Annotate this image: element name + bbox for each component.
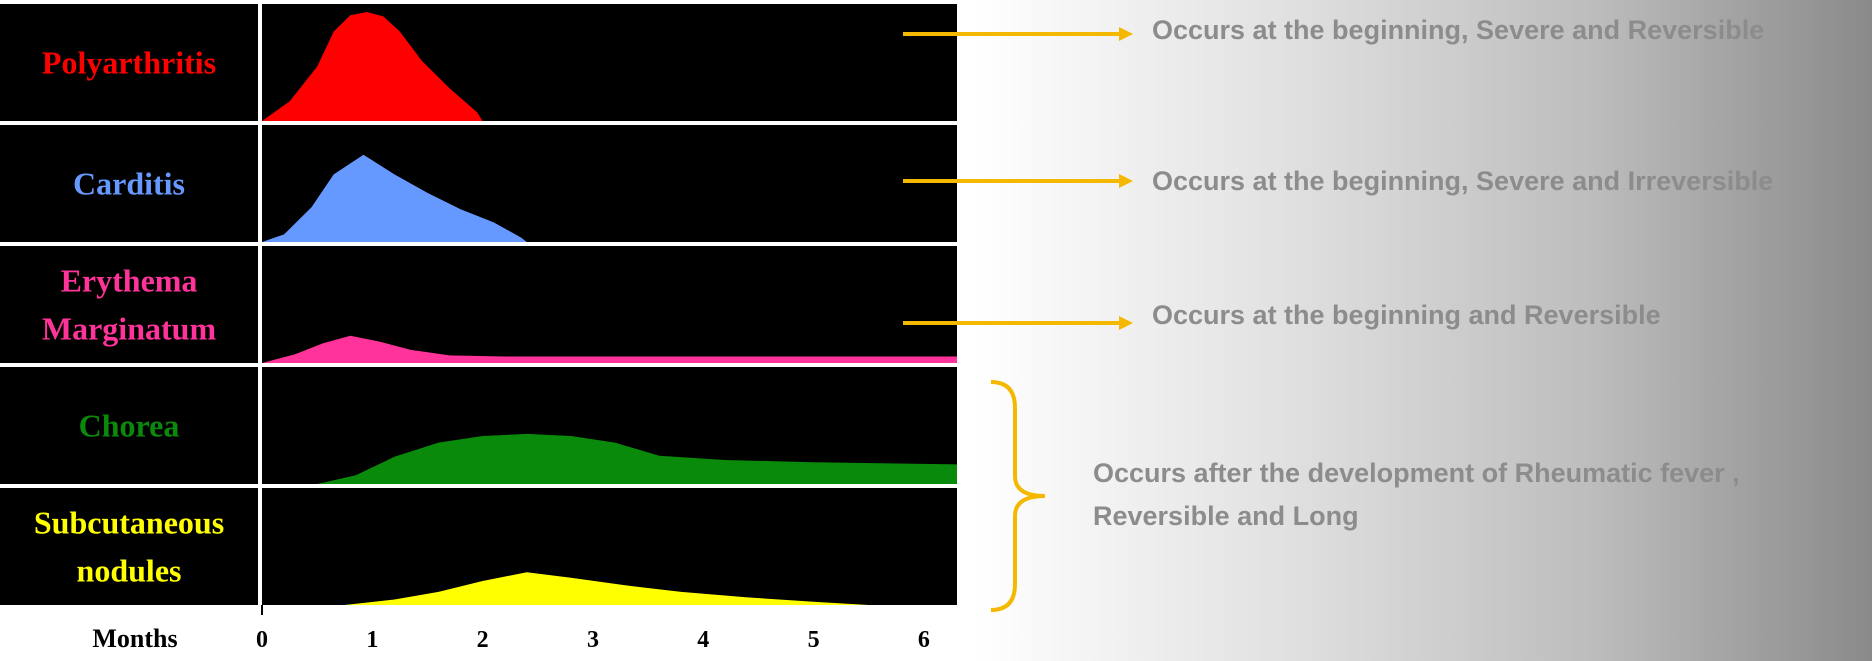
- x-tick-label-1: 1: [366, 627, 378, 653]
- x-tick-label-3: 3: [587, 627, 599, 653]
- label-cell-polyarthritis: [0, 4, 258, 121]
- curly-brace-icon: [985, 378, 1055, 619]
- x-tick-label-0: 0: [256, 627, 268, 653]
- area-erythema-marginatum: [262, 335, 957, 363]
- label-cell-chorea: [0, 367, 258, 484]
- panel-label-chorea: Chorea: [79, 408, 180, 444]
- label-cell-erythema-marginatum: [0, 246, 258, 363]
- area-chorea: [317, 433, 957, 484]
- arrow-polyarthritis-icon: [903, 24, 1135, 49]
- note-erythema: Occurs at the beginning and Reversible: [1152, 300, 1661, 330]
- area-polyarthritis: [262, 12, 483, 121]
- x-axis-label: Months: [92, 624, 177, 653]
- x-tick-label-4: 4: [697, 627, 709, 653]
- panel-label-polyarthritis: Polyarthritis: [42, 45, 216, 81]
- x-tick-label-6: 6: [918, 627, 930, 653]
- arrow-carditis-icon: [903, 171, 1135, 196]
- panel-label-subcutaneous-nodules: Subcutaneous nodules: [34, 505, 224, 589]
- panel-label-erythema-marginatum: Erythema Marginatum: [42, 263, 217, 347]
- note-polyarthritis: Occurs at the beginning, Severe and Reve…: [1152, 15, 1765, 45]
- note-chorea-nodules: Occurs after the development of Rheumati…: [1093, 458, 1740, 531]
- arrow-erythema-icon: [903, 313, 1135, 338]
- symptom-timeline-chart: Polyarthritis Carditis Erythema Marginatum C…: [0, 4, 957, 653]
- note-carditis: Occurs at the beginning, Severe and Irre…: [1152, 166, 1774, 196]
- label-cell-carditis: [0, 125, 258, 242]
- area-carditis: [262, 154, 527, 242]
- x-tick-label-5: 5: [808, 627, 820, 653]
- area-subcutaneous-nodules: [344, 572, 869, 605]
- x-tick-label-2: 2: [477, 627, 489, 653]
- panel-label-carditis: Carditis: [73, 166, 185, 202]
- label-cell-subcutaneous-nodules: [0, 488, 258, 605]
